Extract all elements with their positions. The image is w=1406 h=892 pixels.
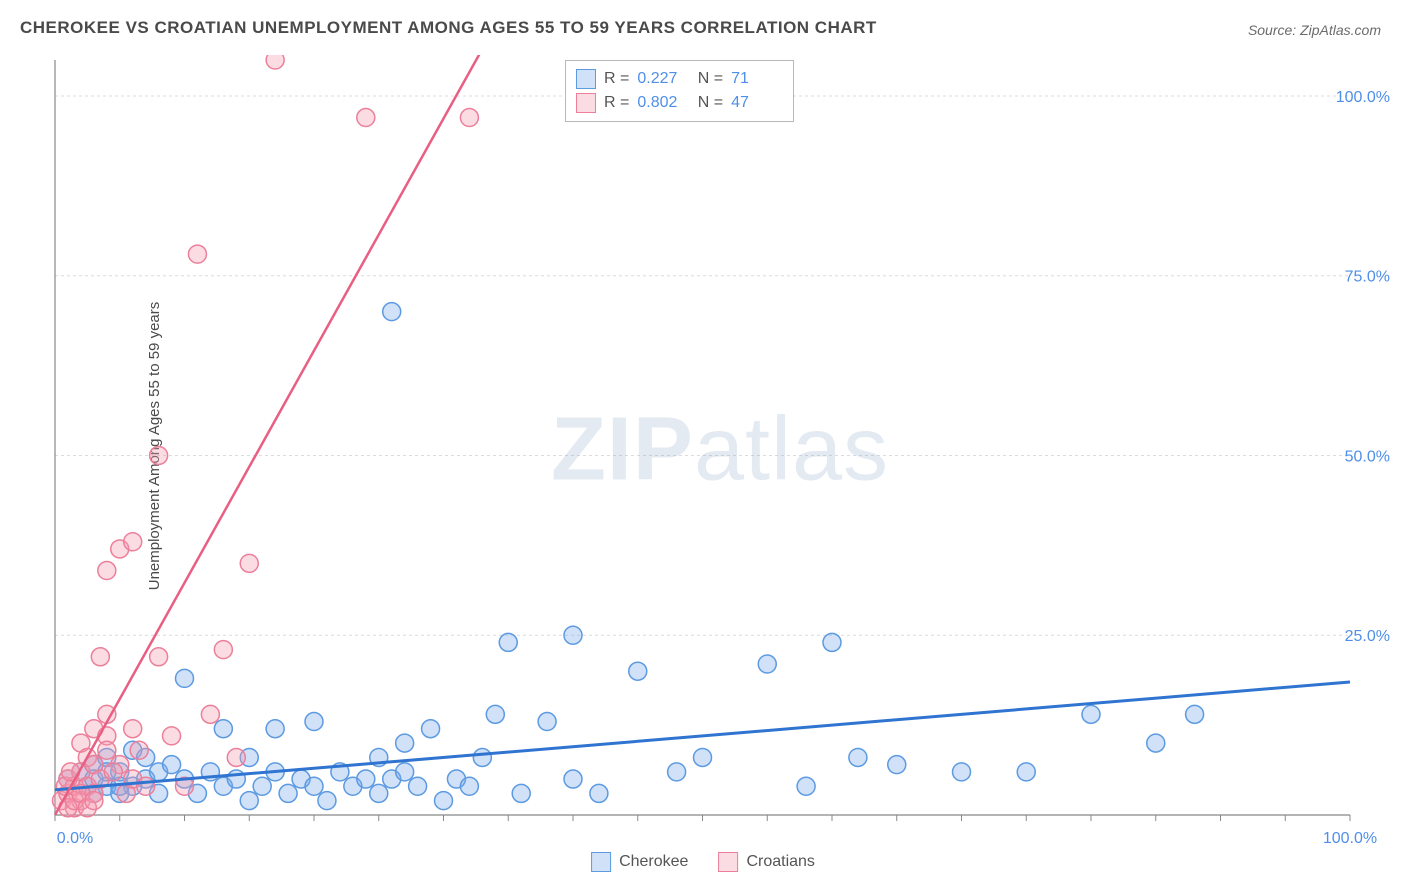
legend-bottom: Cherokee Croatians bbox=[591, 852, 815, 872]
swatch-pink-icon bbox=[718, 852, 738, 872]
n-value-2: 47 bbox=[731, 94, 779, 112]
legend-item-1: Cherokee bbox=[591, 852, 688, 872]
source-label: Source: ZipAtlas.com bbox=[1248, 22, 1381, 38]
swatch-blue-icon bbox=[576, 69, 596, 89]
legend-stats-row-1: R = 0.227 N = 71 bbox=[576, 67, 779, 91]
swatch-blue-icon bbox=[591, 852, 611, 872]
r-value-1: 0.227 bbox=[637, 70, 685, 88]
r-value-2: 0.802 bbox=[637, 94, 685, 112]
svg-text:50.0%: 50.0% bbox=[1345, 448, 1390, 465]
legend-stats: R = 0.227 N = 71 R = 0.802 N = 47 bbox=[565, 60, 794, 122]
swatch-pink-icon bbox=[576, 93, 596, 113]
svg-text:25.0%: 25.0% bbox=[1345, 628, 1390, 645]
n-label: N = bbox=[693, 94, 723, 112]
legend-label-2: Croatians bbox=[746, 853, 814, 871]
svg-text:100.0%: 100.0% bbox=[1336, 89, 1390, 106]
r-label: R = bbox=[604, 94, 629, 112]
chart-container: CHEROKEE VS CROATIAN UNEMPLOYMENT AMONG … bbox=[0, 0, 1406, 892]
svg-text:0.0%: 0.0% bbox=[57, 830, 93, 845]
n-value-1: 71 bbox=[731, 70, 779, 88]
r-label: R = bbox=[604, 70, 629, 88]
legend-stats-row-2: R = 0.802 N = 47 bbox=[576, 91, 779, 115]
n-label: N = bbox=[693, 70, 723, 88]
chart-title: CHEROKEE VS CROATIAN UNEMPLOYMENT AMONG … bbox=[20, 18, 877, 38]
legend-item-2: Croatians bbox=[718, 852, 814, 872]
plot-area: 25.0%50.0%75.0%100.0%0.0%100.0% ZIPatlas bbox=[50, 55, 1390, 845]
legend-label-1: Cherokee bbox=[619, 853, 688, 871]
chart-svg: 25.0% 50.0% 75.0% 100.0% 0.0% 100.0% bbox=[50, 55, 1390, 845]
svg-text:75.0%: 75.0% bbox=[1345, 269, 1390, 286]
svg-text:100.0%: 100.0% bbox=[1323, 830, 1377, 845]
